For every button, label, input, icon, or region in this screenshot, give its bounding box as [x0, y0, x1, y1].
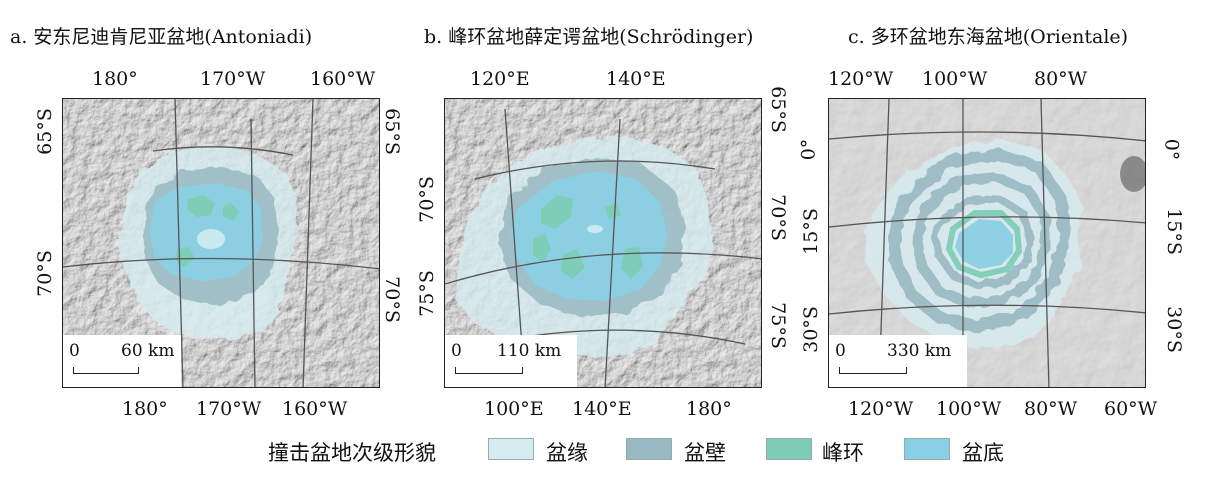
right-lat-label: 75°S	[766, 302, 789, 349]
right-lat-label: 15°S	[1162, 208, 1185, 255]
bottom-lon-label: 80°W	[1024, 398, 1078, 420]
peak-ring	[223, 203, 239, 221]
scale-bar: 0 330 km	[829, 335, 967, 387]
legend-swatch-rim	[488, 438, 534, 460]
peak-ring	[533, 233, 551, 263]
bottom-lon-label: 140°E	[572, 398, 632, 420]
peak-ring	[187, 195, 215, 217]
legend-label-peak-ring: 峰环	[822, 441, 864, 465]
map-frame: 0 110 km	[444, 98, 762, 388]
legend-label-wall: 盆壁	[684, 441, 726, 465]
panel-title: b. 峰环盆地薛定谔盆地(Schrödinger)	[424, 26, 754, 48]
right-lat-label: 70°S	[380, 276, 403, 323]
map-frame: 0 60 km	[62, 98, 380, 388]
scale-label: 110 km	[497, 341, 562, 361]
top-lon-label: 180°	[92, 68, 138, 90]
left-lat-label: 70°S	[33, 250, 56, 297]
right-lat-label: 70°S	[766, 194, 789, 241]
top-lon-label: 170°W	[200, 68, 266, 90]
peak-ring	[541, 195, 573, 229]
wall-zone	[911, 171, 1050, 309]
peak-ring	[605, 203, 621, 219]
floor-zone	[955, 219, 1013, 269]
scale-zero: 0	[69, 341, 80, 361]
right-lat-label: 65°S	[380, 108, 403, 155]
top-lon-label: 80°W	[1034, 68, 1088, 90]
bottom-lon-label: 180°	[122, 398, 168, 420]
left-lat-label: 30°S	[799, 306, 822, 353]
legend-label-floor: 盆底	[962, 441, 1004, 465]
peak-ring	[621, 247, 643, 279]
left-lat-label: 75°S	[415, 270, 438, 317]
bottom-lon-label: 180°	[686, 398, 732, 420]
wall-zone	[889, 148, 1072, 334]
legend-swatch-peak-ring	[766, 438, 812, 460]
bottom-lon-label: 100°W	[936, 398, 1002, 420]
bottom-lon-label: 170°W	[196, 398, 262, 420]
legend-title: 撞击盆地次级形貌	[268, 441, 436, 465]
top-lon-label: 140°E	[606, 68, 666, 90]
top-lon-label: 160°W	[310, 68, 376, 90]
top-lon-label: 120°W	[828, 68, 894, 90]
bottom-lon-label: 160°W	[282, 398, 348, 420]
legend-label-rim: 盆缘	[546, 441, 588, 465]
scale-line	[455, 367, 523, 374]
scale-zero: 0	[835, 341, 846, 361]
left-lat-label: 0°	[797, 138, 820, 161]
peak-ring	[945, 210, 1023, 279]
right-lat-label: 30°S	[1162, 306, 1185, 353]
wall-zone	[930, 194, 1036, 290]
legend-swatch-floor	[904, 438, 950, 460]
legend-swatch-wall	[626, 438, 672, 460]
scale-zero: 0	[451, 341, 462, 361]
scale-line	[839, 367, 907, 374]
scale-line	[73, 367, 139, 374]
scale-label: 60 km	[121, 341, 175, 361]
bottom-lon-label: 60°W	[1104, 398, 1158, 420]
panel-title: c. 多环盆地东海盆地(Orientale)	[848, 26, 1129, 48]
top-lon-label: 120°E	[470, 68, 530, 90]
bottom-lon-label: 120°W	[848, 398, 914, 420]
scale-bar: 0 60 km	[63, 335, 181, 387]
map-frame: 0 330 km	[828, 98, 1146, 388]
top-lon-label: 100°W	[922, 68, 988, 90]
left-lat-label: 70°S	[415, 176, 438, 223]
panel-title: a. 安东尼迪肯尼亚盆地(Antoniadi)	[10, 26, 313, 48]
scale-bar: 0 110 km	[445, 335, 577, 387]
scale-label: 330 km	[887, 341, 952, 361]
bottom-lon-label: 100°E	[484, 398, 544, 420]
left-lat-label: 65°S	[33, 108, 56, 155]
right-lat-label: 65°S	[766, 86, 789, 133]
left-lat-label: 15°S	[799, 208, 822, 255]
right-lat-label: 0°	[1160, 138, 1183, 161]
